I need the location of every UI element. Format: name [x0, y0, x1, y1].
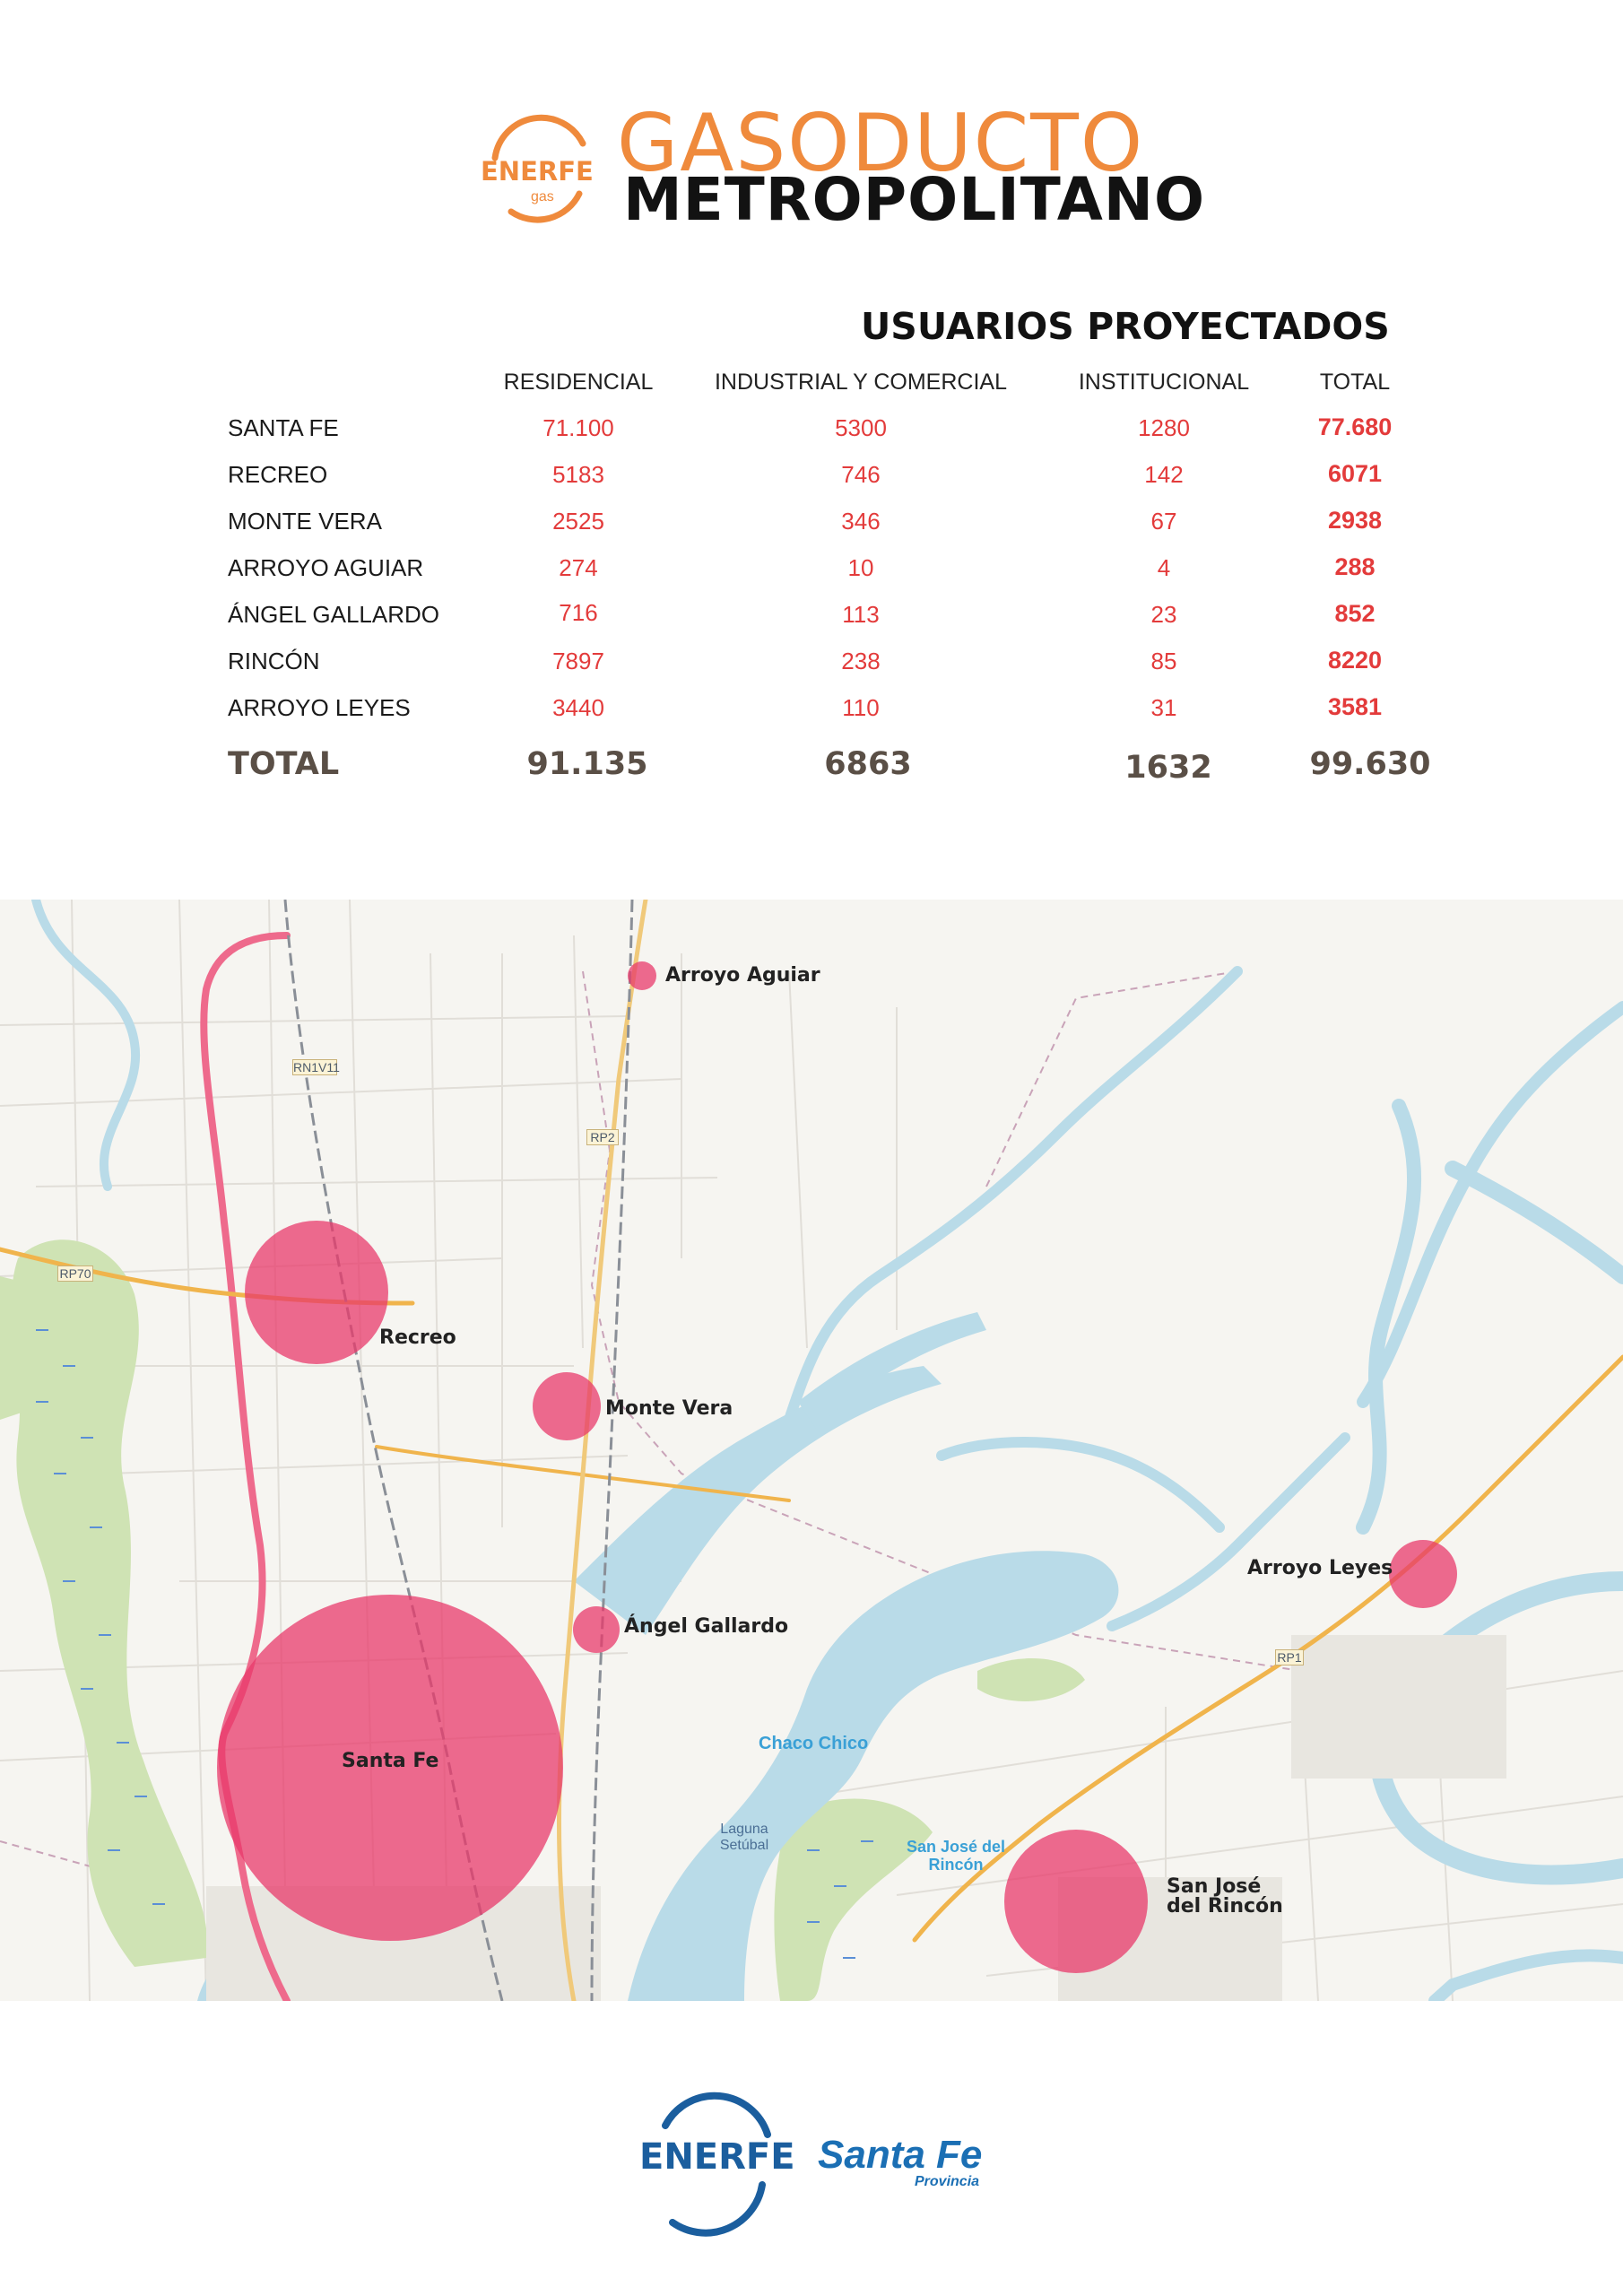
enerfe-orange-arc-icon [491, 114, 586, 223]
cell-industrial: 346 [841, 508, 881, 535]
total-residencial: 91.135 [526, 746, 648, 782]
total-total: 99.630 [1309, 746, 1431, 782]
cell-institucional: 85 [1150, 648, 1177, 674]
label-laguna-setubal: Laguna Setúbal [719, 1822, 769, 1853]
bubble-recreo [245, 1221, 388, 1364]
bubble-santa-fe [217, 1595, 563, 1941]
cell-institucional: 1280 [1138, 414, 1190, 441]
bubble-monte-vera [533, 1372, 601, 1440]
enerfe-blue-arc-icon [662, 2092, 771, 2237]
cell-institucional: 4 [1157, 554, 1171, 581]
col-head-total: TOTAL [1319, 370, 1391, 395]
cell-industrial: 10 [847, 554, 874, 581]
cell-institucional: 142 [1144, 461, 1184, 488]
cell-industrial: 5300 [835, 414, 887, 441]
label-arroyo-aguiar: Arroyo Aguiar [665, 964, 820, 987]
col-head-industrial: INDUSTRIAL Y COMERCIAL [714, 370, 1007, 395]
road-label-rn1v11: RN1V11 [292, 1059, 340, 1075]
cell-total: 3581 [1327, 693, 1383, 720]
cell-total: 6071 [1327, 460, 1383, 487]
bubble-angel-gallardo [573, 1606, 620, 1653]
row-label: ÁNGEL GALLARDO [228, 601, 440, 628]
label-recreo: Recreo [379, 1326, 456, 1349]
cell-total: 8220 [1327, 647, 1383, 674]
table-title: USUARIOS PROYECTADOS [861, 305, 1390, 348]
cell-residencial: 274 [559, 554, 598, 581]
cell-industrial: 113 [842, 601, 880, 628]
label-santa-fe: Santa Fe [342, 1750, 439, 1772]
row-label: ARROYO AGUIAR [228, 554, 424, 581]
total-institucional: 1632 [1124, 750, 1212, 786]
label-san-jose-del-rincon: San José del Rincón [1167, 1875, 1283, 1918]
label-monte-vera: Monte Vera [605, 1397, 733, 1420]
label-angel-gallardo: Ángel Gallardo [624, 1615, 789, 1638]
map-background [0, 900, 1623, 2001]
bubble-san-jose-del-rincon [1004, 1830, 1148, 1973]
title-metropolitano: METROPOLITANO [623, 165, 1206, 234]
label-chaco-chico: Chaco Chico [759, 1734, 869, 1753]
cell-residencial: 7897 [552, 648, 604, 674]
laguna-setubal-shape [628, 1551, 1119, 2001]
col-head-residencial: RESIDENCIAL [503, 370, 654, 395]
bubble-arroyo-aguiar [628, 961, 656, 990]
cell-residencial: 716 [559, 599, 598, 626]
cell-institucional: 67 [1150, 508, 1177, 535]
cell-institucional: 23 [1150, 601, 1177, 628]
cell-institucional: 31 [1150, 694, 1177, 721]
row-label: RECREO [228, 461, 328, 488]
bubble-arroyo-leyes [1389, 1540, 1457, 1608]
row-label: SANTA FE [228, 414, 339, 441]
enerfe-gas-logo-text: ENERFE [481, 156, 594, 187]
row-label: ARROYO LEYES [228, 694, 411, 721]
label-san-jose-del-rincon-water: San José del Rincón [906, 1838, 1006, 1874]
bubbles-layer [217, 961, 1457, 1973]
cell-total: 288 [1334, 553, 1376, 580]
cell-total: 852 [1334, 600, 1376, 627]
cell-total: 77.680 [1317, 413, 1393, 440]
locality-map: RN1V11 RP2 RP70 RP1 Arroyo Aguiar Recreo… [0, 900, 1623, 2001]
enerfe-gas-subtitle: gas [531, 189, 554, 204]
cell-total: 2938 [1327, 507, 1383, 534]
road-label-rp2: RP2 [586, 1129, 619, 1145]
total-label: TOTAL [228, 746, 340, 782]
cell-industrial: 746 [841, 461, 881, 488]
label-arroyo-leyes: Arroyo Leyes [1247, 1557, 1393, 1579]
cell-industrial: 110 [842, 694, 880, 721]
santa-fe-logo-text: Santa Fe [818, 2133, 983, 2177]
cell-residencial: 5183 [552, 461, 604, 488]
col-head-institucional: INSTITUCIONAL [1078, 370, 1250, 395]
cell-industrial: 238 [841, 648, 881, 674]
total-industrial: 6863 [824, 746, 912, 782]
road-label-rp70: RP70 [57, 1265, 93, 1282]
row-label: MONTE VERA [228, 508, 382, 535]
cell-residencial: 71.100 [542, 414, 614, 441]
row-label: RINCÓN [228, 648, 320, 674]
enerfe-logo-text: ENERFE [639, 2136, 795, 2178]
road-label-rp1: RP1 [1275, 1649, 1304, 1665]
title-gasoducto: GASODUCTO [617, 97, 1145, 189]
provincia-logo-text: Provincia [915, 2174, 980, 2189]
cell-residencial: 2525 [552, 508, 604, 535]
cell-residencial: 3440 [552, 694, 604, 721]
